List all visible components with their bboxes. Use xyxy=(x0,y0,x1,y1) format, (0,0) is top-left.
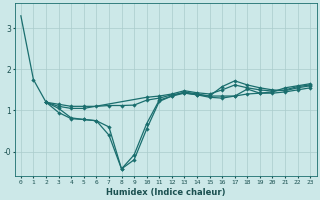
X-axis label: Humidex (Indice chaleur): Humidex (Indice chaleur) xyxy=(106,188,225,197)
